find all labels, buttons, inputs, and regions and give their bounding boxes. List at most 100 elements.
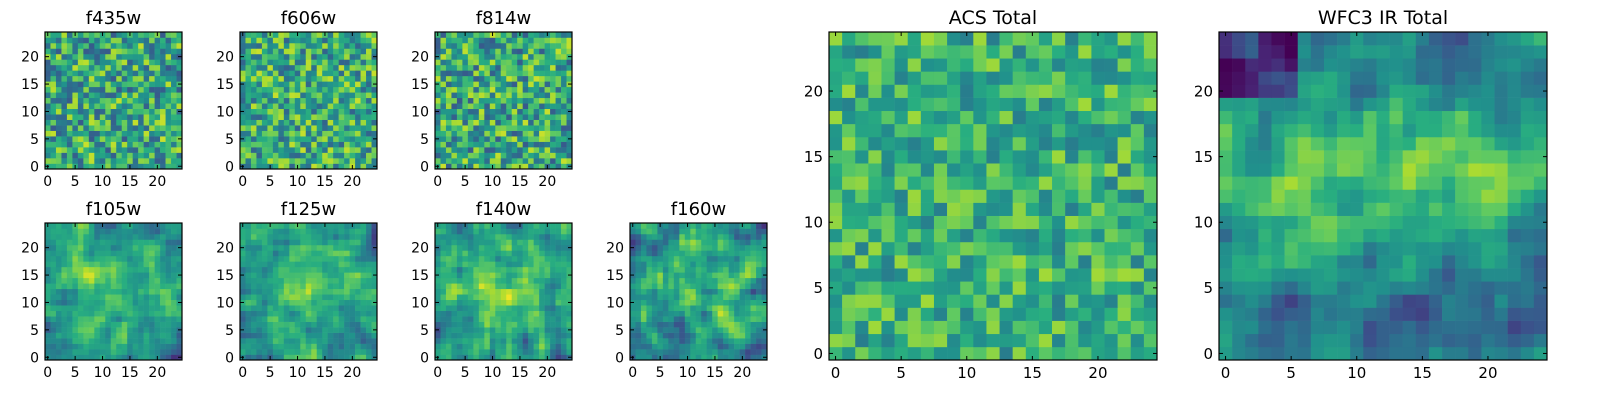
heatmap-cell [646, 283, 653, 290]
heatmap-cell [473, 70, 480, 77]
heatmap-cell [947, 215, 961, 230]
heatmap-cell [555, 288, 562, 295]
heatmap-cell [110, 42, 117, 49]
heatmap-cell [640, 244, 647, 251]
heatmap-cell [267, 294, 274, 301]
heatmap-cell [467, 37, 474, 44]
heatmap-cell [116, 272, 123, 279]
heatmap-cell [561, 288, 567, 295]
heatmap-cell [256, 283, 263, 290]
heatmap-cell [338, 228, 345, 235]
heatmap-cell [445, 310, 452, 317]
heatmap-cell [635, 338, 642, 344]
heatmap-cell [278, 266, 285, 273]
heatmap-cell [544, 316, 551, 322]
heatmap-cell [160, 64, 166, 71]
heatmap-cell [750, 316, 757, 322]
heatmap-cell [333, 37, 339, 44]
heatmap-cell [734, 332, 740, 339]
heatmap-cell [344, 343, 350, 350]
heatmap-cell [635, 277, 642, 284]
heatmap-cell [322, 64, 328, 71]
heatmap-cell [561, 310, 567, 317]
heatmap-cell [473, 81, 480, 88]
heatmap-cell [327, 32, 334, 38]
heatmap-cell [495, 239, 502, 246]
heatmap-cell [327, 48, 334, 55]
heatmap-cell [66, 48, 73, 55]
heatmap-cell [138, 158, 144, 164]
heatmap-cell [495, 349, 502, 355]
heatmap-cell [1091, 307, 1105, 321]
heatmap-cell [673, 294, 680, 301]
heatmap-cell [555, 75, 562, 82]
heatmap-cell [105, 332, 112, 339]
heatmap-cell [550, 316, 556, 322]
heatmap-cell [83, 114, 90, 120]
heatmap-cell [829, 281, 843, 295]
heatmap-cell [272, 152, 279, 159]
heatmap-cell [83, 147, 90, 153]
heatmap-cell [1078, 176, 1092, 190]
heatmap-cell [550, 255, 556, 262]
heatmap-cell [272, 338, 279, 344]
x-tick-label: 20 [343, 365, 361, 381]
heatmap-cell [435, 255, 441, 262]
heatmap-cell [176, 250, 183, 257]
heatmap-cell [240, 266, 246, 273]
heatmap-cell [533, 114, 540, 120]
heatmap-cell [495, 294, 502, 301]
heatmap-cell [165, 147, 172, 153]
heatmap-cell [495, 266, 502, 273]
heatmap-cell [506, 103, 513, 110]
heatmap-cell [478, 75, 485, 82]
heatmap-cell [72, 75, 79, 82]
heatmap-cell [66, 147, 73, 153]
heatmap-cell [561, 108, 567, 115]
heatmap-cell [960, 176, 974, 190]
heatmap-cell [1078, 215, 1092, 230]
heatmap-cell [973, 268, 987, 282]
heatmap-cell [522, 86, 529, 93]
heatmap-cell [250, 81, 257, 88]
heatmap-cell [143, 75, 150, 82]
heatmap-cell [99, 294, 106, 301]
heatmap-cell [933, 307, 948, 321]
heatmap-cell [456, 48, 463, 55]
heatmap-cell [651, 310, 658, 317]
heatmap-cell [138, 283, 144, 290]
heatmap-cell [467, 152, 474, 159]
heatmap-cell [734, 272, 740, 279]
heatmap-cell [467, 158, 474, 164]
heatmap-cell [105, 321, 112, 328]
heatmap-cell [94, 75, 101, 82]
heatmap-cell [88, 108, 95, 115]
heatmap-cell [300, 354, 307, 361]
heatmap-cell [300, 272, 307, 279]
heatmap-cell [657, 288, 664, 295]
heatmap-cell [1130, 189, 1145, 203]
heatmap-cell [171, 42, 177, 49]
heatmap-cell [305, 125, 312, 131]
y-tick-label: 5 [420, 323, 429, 339]
heatmap-cell [160, 305, 166, 311]
heatmap-cell [99, 59, 106, 66]
heatmap-cells [240, 223, 378, 361]
heatmap-cell [349, 92, 356, 99]
heatmap-cell [272, 59, 279, 66]
heatmap-cell [344, 158, 350, 164]
heatmap-cell [533, 152, 540, 159]
heatmap-cell [149, 239, 155, 246]
heatmap-cell [77, 70, 84, 77]
heatmap-cell [500, 272, 507, 279]
heatmap-cell [657, 294, 664, 301]
heatmap-cell [322, 97, 328, 104]
heatmap-cell [99, 92, 106, 99]
heatmap-cell [349, 283, 356, 290]
heatmap-cell [55, 321, 62, 328]
heatmap-cell [311, 299, 318, 306]
heatmap-cell [349, 272, 356, 279]
heatmap-cell [105, 103, 112, 110]
heatmap-cell [750, 261, 757, 268]
heatmap-cells [45, 223, 183, 361]
